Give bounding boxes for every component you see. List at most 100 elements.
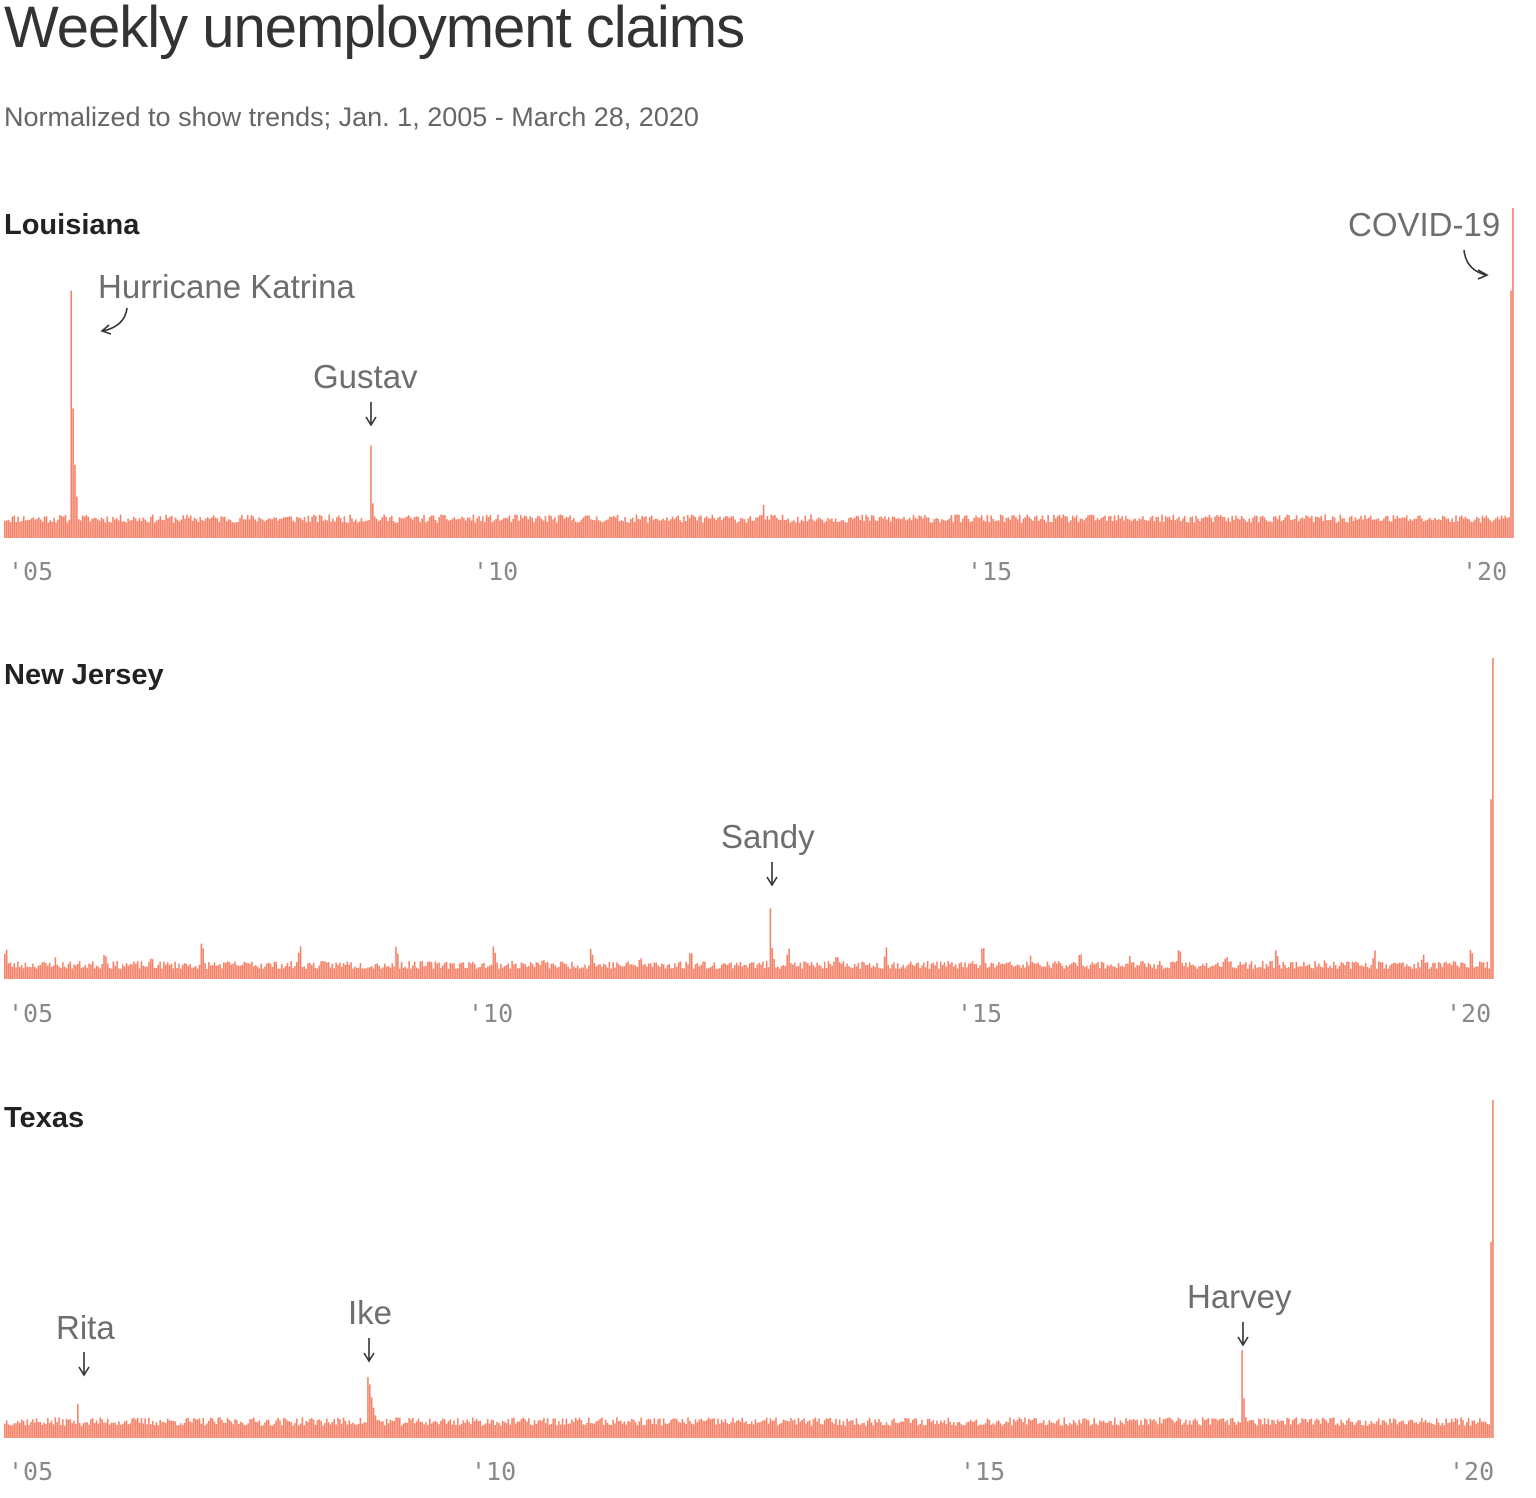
bar	[677, 515, 680, 538]
bar	[339, 517, 342, 538]
bar	[1014, 1421, 1017, 1438]
bar	[85, 515, 88, 538]
bar	[71, 1423, 73, 1438]
bar	[766, 516, 769, 538]
bar	[1121, 965, 1124, 979]
bar	[769, 908, 772, 979]
bar	[281, 963, 283, 979]
bar	[867, 516, 869, 538]
bar	[1417, 962, 1419, 979]
bar	[86, 1422, 88, 1438]
bar	[647, 522, 649, 538]
xtick-label: '10	[473, 557, 518, 586]
bar	[1078, 955, 1081, 979]
bar	[1020, 967, 1023, 979]
bar	[514, 514, 516, 538]
bar	[1460, 515, 1463, 538]
bar	[986, 514, 989, 538]
bar	[202, 948, 205, 979]
bar	[215, 1424, 218, 1438]
bar	[362, 521, 365, 538]
bar	[1225, 521, 1228, 538]
bar	[926, 1418, 929, 1438]
bar	[656, 518, 659, 538]
bar	[37, 965, 40, 979]
bar	[86, 967, 88, 979]
bar	[1271, 1419, 1273, 1438]
bar	[513, 964, 515, 979]
bar	[756, 964, 759, 979]
bar	[296, 1418, 298, 1438]
bar	[170, 1420, 173, 1438]
annotation-ike: Ike	[348, 1294, 392, 1363]
bar	[1303, 1419, 1305, 1438]
bar	[869, 520, 871, 538]
bar	[481, 963, 483, 979]
bar	[1381, 962, 1384, 979]
bar	[1127, 963, 1129, 979]
bar	[918, 515, 920, 538]
bar	[1175, 961, 1178, 979]
bar	[132, 516, 135, 538]
bar	[284, 966, 287, 979]
bar	[863, 1422, 865, 1438]
bar	[38, 517, 40, 538]
bar	[582, 517, 585, 538]
bar	[15, 522, 17, 538]
bar	[804, 515, 807, 538]
bar	[47, 522, 50, 538]
bar	[690, 514, 693, 538]
bar	[1164, 516, 1167, 538]
bar	[142, 517, 145, 538]
bar	[496, 1421, 498, 1438]
bar	[228, 1419, 231, 1438]
bar	[679, 1422, 682, 1438]
bar	[782, 1419, 785, 1438]
bar	[554, 965, 556, 979]
bar	[730, 962, 732, 979]
bar	[290, 1421, 292, 1438]
bar	[1210, 517, 1213, 538]
bar	[1451, 518, 1454, 538]
bar	[1164, 967, 1167, 979]
bar	[632, 1419, 635, 1438]
bar	[54, 1417, 57, 1438]
bar	[753, 520, 755, 538]
bar	[1456, 1419, 1459, 1438]
bar	[148, 1417, 150, 1438]
bar	[593, 1423, 596, 1438]
bar	[833, 961, 835, 979]
bar	[458, 963, 461, 979]
bar	[67, 1419, 70, 1438]
bar	[1248, 1420, 1251, 1438]
bar	[1028, 517, 1030, 538]
bar	[236, 1420, 238, 1438]
bar	[189, 1421, 191, 1438]
bar	[1093, 964, 1096, 979]
bar	[415, 967, 418, 979]
bar	[825, 520, 827, 538]
bar	[363, 968, 365, 979]
bar	[661, 963, 663, 979]
bar	[37, 1422, 40, 1438]
bar	[876, 1422, 878, 1438]
bar	[24, 962, 27, 979]
bar	[1203, 965, 1206, 979]
bar	[1477, 518, 1480, 538]
bar	[616, 962, 618, 979]
bar	[468, 517, 471, 538]
bar	[163, 961, 165, 979]
bar	[1483, 517, 1486, 538]
bar	[1387, 1424, 1389, 1438]
annotation-arrow	[102, 307, 128, 332]
bar	[337, 964, 339, 979]
bar	[324, 1423, 326, 1438]
bar	[208, 518, 211, 538]
bar	[491, 522, 494, 538]
bar	[510, 521, 513, 538]
annotation-label: Ike	[348, 1294, 392, 1331]
bar	[516, 968, 519, 979]
bar	[1222, 961, 1225, 979]
bar	[1324, 514, 1326, 538]
bar	[779, 520, 782, 538]
